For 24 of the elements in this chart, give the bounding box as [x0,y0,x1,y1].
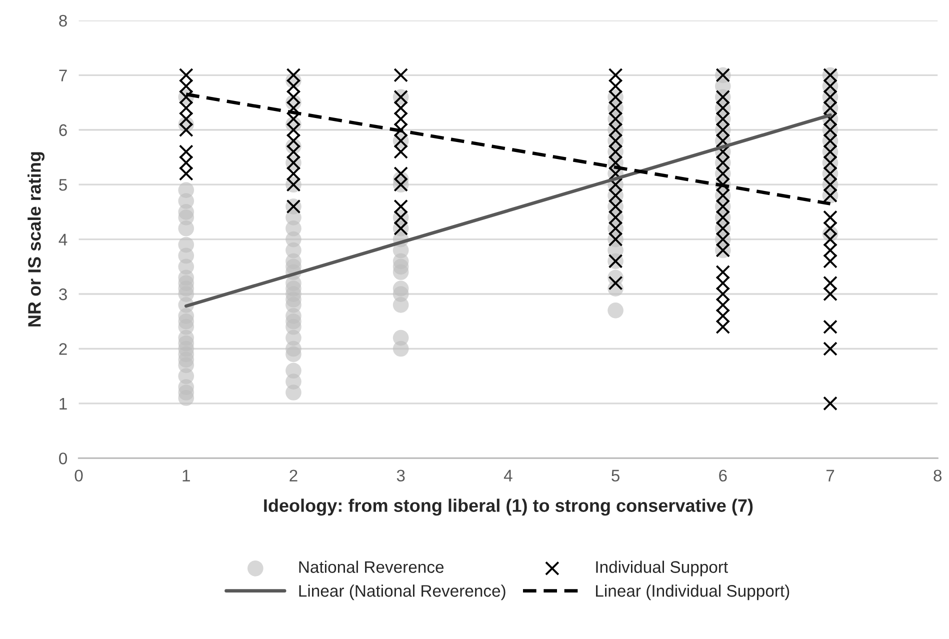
y-tick-label: 0 [59,452,68,464]
y-tick-label: 7 [59,70,67,82]
x-tick-label: 3 [396,470,405,482]
x-tick-label: 1 [182,470,190,482]
x-tick-label: 4 [504,470,512,482]
y-tick-label: 6 [59,124,67,136]
legend-label: National Reverence [299,560,444,573]
y-tick-label: 1 [60,398,67,410]
x-tick-label: 2 [290,470,298,482]
x-tick-label: 8 [934,470,942,482]
legend-label: Individual Support [596,560,728,576]
y-tick-label: 2 [59,343,67,355]
x-axis-title: Ideology: from stong liberal (1) to strong conservative (7) [264,498,753,516]
x-tick-label: 7 [826,470,834,482]
y-tick-label: 5 [59,179,67,191]
y-tick-label: 3 [59,288,67,300]
x-tick-label: 5 [612,470,620,482]
y-tick-label: 4 [58,234,68,246]
x-tick-label: 0 [74,470,83,482]
y-axis-title: NR or IS scale rating [28,152,44,326]
x-tick-label: 6 [719,470,727,482]
y-tick-label: 8 [59,14,67,27]
legend-label: Linear (National Reverence) [299,584,506,600]
legend-label: Linear (Individual Support) [596,584,790,600]
